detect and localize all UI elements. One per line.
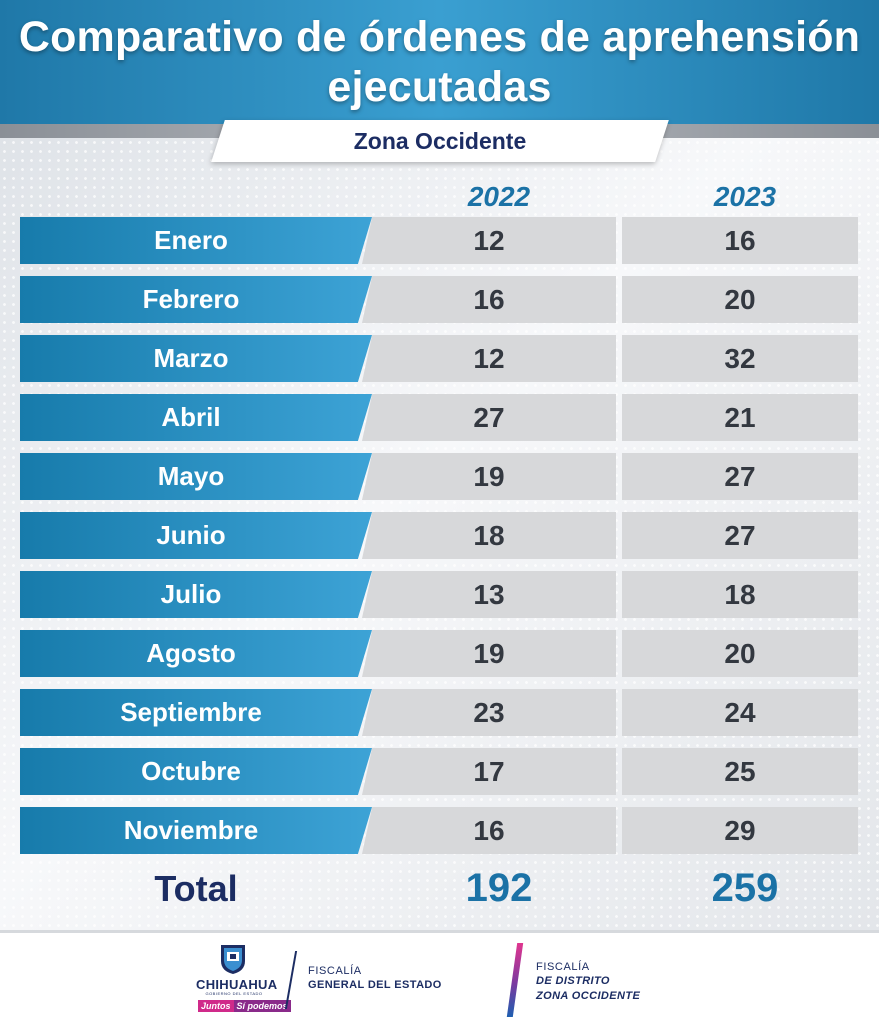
value-2022: 13 (362, 571, 616, 618)
value-2022: 27 (362, 394, 616, 441)
value-2023: 20 (622, 630, 858, 677)
table-row: Enero 12 16 (0, 217, 879, 264)
slogan-si-podemos: Sí podemos (233, 1000, 291, 1012)
month-label: Mayo (20, 453, 372, 500)
month-label: Abril (20, 394, 372, 441)
fdzo-line-3: ZONA OCCIDENTE (536, 990, 641, 1002)
month-label: Noviembre (20, 807, 372, 854)
total-label: Total (154, 868, 238, 909)
table-row: Agosto 19 20 (0, 630, 879, 677)
table-row: Mayo 19 27 (0, 453, 879, 500)
month-label: Junio (20, 512, 372, 559)
fdzo-line-1: FISCALÍA (536, 961, 590, 973)
value-2022: 16 (362, 276, 616, 323)
fge-line-2: GENERAL DEL ESTADO (308, 979, 442, 991)
fge-line-1: FISCALÍA (308, 965, 362, 977)
total-2023: 259 (711, 866, 779, 910)
value-2022: 19 (362, 630, 616, 677)
footer-divider (284, 951, 298, 1009)
value-2023: 25 (622, 748, 858, 795)
value-2022: 18 (362, 512, 616, 559)
value-2023: 29 (622, 807, 858, 854)
column-header-2022: 2022 (467, 181, 531, 212)
footer: CHIHUAHUA GOBIERNO DEL ESTADO Juntos Sí p… (0, 930, 879, 1024)
value-2023: 16 (622, 217, 858, 264)
month-label: Octubre (20, 748, 372, 795)
slogan-juntos: Juntos (198, 1000, 234, 1012)
table-row: Marzo 12 32 (0, 335, 879, 382)
month-label: Agosto (20, 630, 372, 677)
month-label: Marzo (20, 335, 372, 382)
value-2022: 19 (362, 453, 616, 500)
header-banner: Comparativo de órdenes de aprehensión ej… (0, 0, 879, 128)
table-row: Octubre 17 25 (0, 748, 879, 795)
table-row: Junio 18 27 (0, 512, 879, 559)
value-2023: 20 (622, 276, 858, 323)
value-2023: 27 (622, 512, 858, 559)
table-row: Noviembre 16 29 (0, 807, 879, 854)
logo-slogan: Juntos Sí podemos (198, 999, 291, 1013)
zone-label: Zona Occidente (353, 128, 527, 154)
column-header-2023: 2023 (713, 181, 777, 212)
total-2022: 192 (465, 866, 533, 910)
value-2022: 12 (362, 335, 616, 382)
page-title: Comparativo de órdenes de aprehensión ej… (18, 13, 861, 111)
value-2022: 16 (362, 807, 616, 854)
table-row: Abril 27 21 (0, 394, 879, 441)
table-row: Julio 13 18 (0, 571, 879, 618)
month-label: Enero (20, 217, 372, 264)
logo-name: CHIHUAHUA (196, 977, 278, 992)
value-2023: 27 (622, 453, 858, 500)
value-2023: 21 (622, 394, 858, 441)
chihuahua-seal-icon (221, 945, 245, 974)
value-2023: 32 (622, 335, 858, 382)
value-2022: 17 (362, 748, 616, 795)
value-2023: 24 (622, 689, 858, 736)
month-label: Febrero (20, 276, 372, 323)
table-row: Septiembre 23 24 (0, 689, 879, 736)
footer-accent-divider (506, 943, 524, 1017)
month-label: Julio (20, 571, 372, 618)
month-label: Septiembre (20, 689, 372, 736)
fdzo-line-2: DE DISTRITO (536, 975, 610, 987)
table-row: Febrero 16 20 (0, 276, 879, 323)
logo-subtitle: GOBIERNO DEL ESTADO (205, 991, 263, 996)
value-2022: 23 (362, 689, 616, 736)
value-2023: 18 (622, 571, 858, 618)
value-2022: 12 (362, 217, 616, 264)
